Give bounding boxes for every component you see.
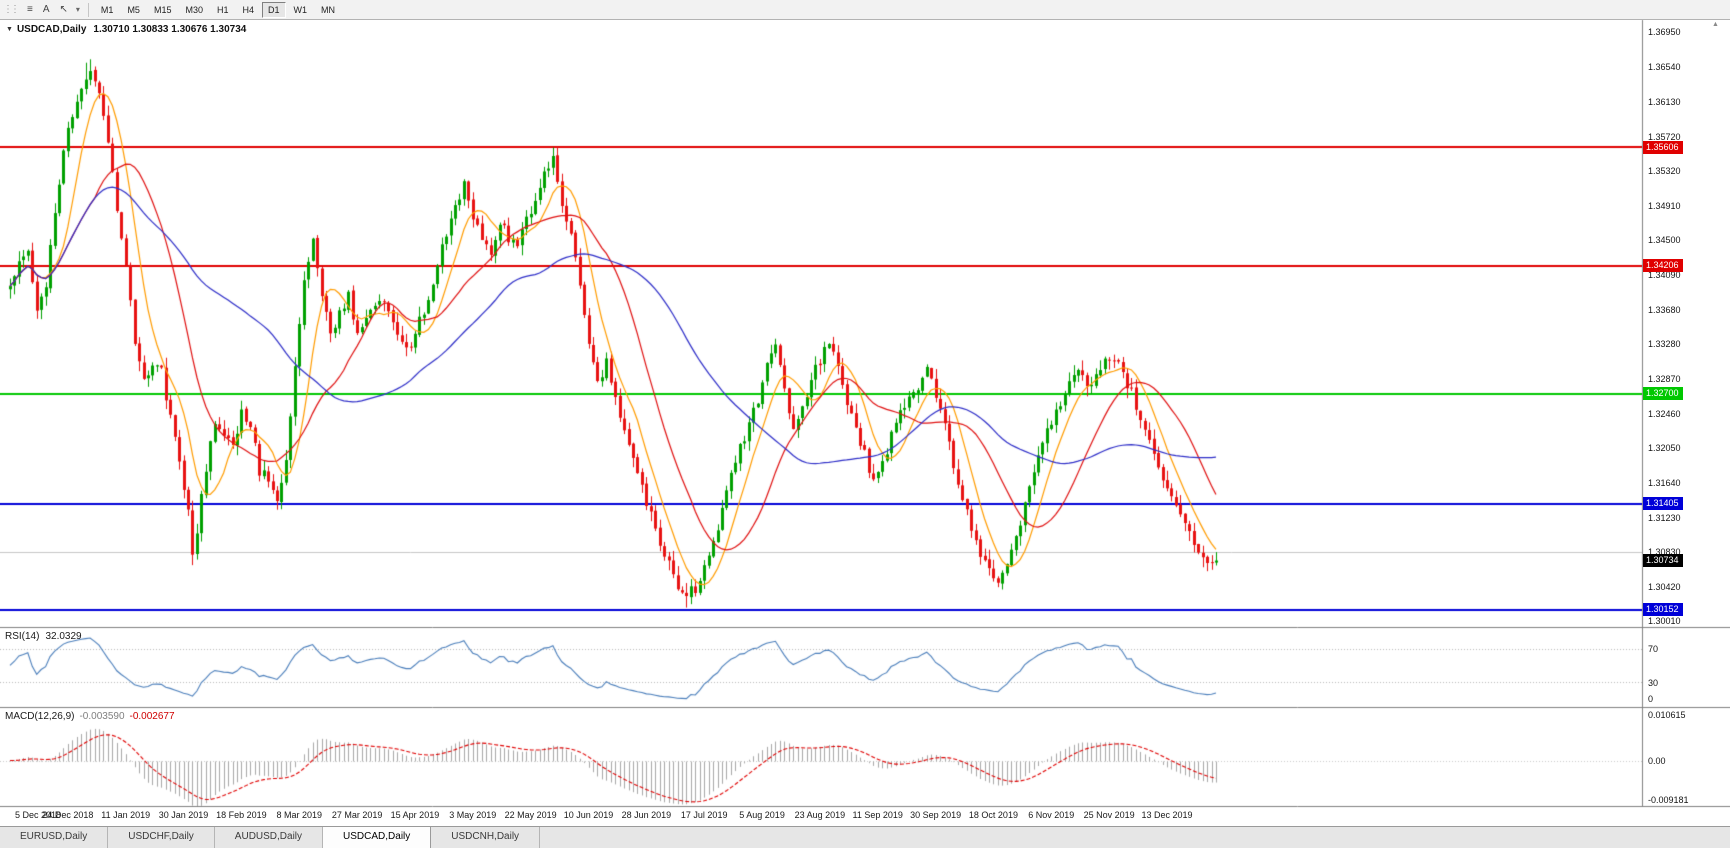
date-axis-label: 6 Nov 2019 (1028, 810, 1075, 820)
tab-usdchf-daily[interactable]: USDCHF,Daily (108, 827, 215, 848)
macd-axis-label: 0.010615 (1648, 710, 1686, 720)
macd-main-value: -0.003590 (79, 711, 125, 722)
level-price-tag: 1.32700 (1643, 387, 1683, 401)
collapse-arrow-icon[interactable]: ▼ (6, 26, 13, 33)
date-axis-label: 11 Sep 2019 (852, 810, 903, 820)
date-axis-label: 10 Jun 2019 (563, 810, 614, 820)
price-axis-label: 1.32460 (1648, 408, 1681, 419)
current-price-tag: 1.30734 (1643, 554, 1683, 568)
price-axis-label: 1.33680 (1648, 305, 1681, 315)
macd-indicator-label: MACD(12,26,9) -0.003590 -0.002677 (5, 711, 175, 722)
date-axis-label: 3 May 2019 (449, 810, 497, 820)
price-axis-label: 1.35720 (1648, 131, 1681, 142)
date-axis-label: 28 Jun 2019 (621, 810, 672, 820)
date-axis-label: 8 Mar 2019 (276, 810, 323, 820)
price-axis-label: 1.30830 (1648, 546, 1681, 557)
price-axis-label: 1.36130 (1648, 97, 1681, 108)
price-axis-label: 1.36950 (1648, 27, 1681, 38)
date-axis-label: 18 Feb 2019 (216, 810, 267, 820)
price-axis-label: 1.34090 (1648, 270, 1681, 281)
rsi-axis-label: 30 (1648, 677, 1659, 688)
price-axis-label: 1.33280 (1648, 338, 1681, 349)
level-price-tag: 1.31405 (1643, 497, 1683, 511)
price-axis-label: 1.35320 (1648, 165, 1681, 176)
date-axis-label: 25 Nov 2019 (1083, 810, 1135, 820)
timeframe-h4-button[interactable]: H4 (242, 4, 255, 15)
date-axis-label: 17 Jul 2019 (680, 810, 728, 820)
macd-signal-value: -0.002677 (129, 711, 175, 722)
date-axis-label: 22 May 2019 (504, 810, 557, 820)
tab-usdcad-daily[interactable]: USDCAD,Daily (323, 827, 432, 848)
macd-axis-label: -0.009181 (1648, 795, 1689, 805)
toolbar: ⋮⋮ ≡ A ↖ ▾ M1 M5 M15 M30 H1 H4 D1 W1 MN (0, 0, 1730, 20)
price-axis-label: 1.31640 (1648, 478, 1681, 489)
timeframe-m30-button[interactable]: M30 (185, 4, 203, 15)
price-axis-label: 1.34910 (1648, 200, 1681, 211)
cursor-tool-icon[interactable]: ↖ (59, 3, 68, 15)
price-axis-label: 1.32050 (1648, 443, 1681, 454)
date-axis-label: 30 Sep 2019 (910, 810, 962, 820)
rsi-axis-label: 0 (1648, 693, 1654, 704)
date-axis-label: 23 Aug 2019 (794, 810, 846, 820)
price-axis-label: 1.30420 (1648, 581, 1681, 592)
level-price-tag: 1.34206 (1643, 259, 1683, 273)
rsi-value: 32.0329 (45, 631, 82, 642)
chart-title: ▼ USDCAD,Daily 1.30710 1.30833 1.30676 1.3… (6, 24, 246, 35)
date-axis-label: 30 Jan 2019 (158, 810, 209, 820)
date-axis-label: 5 Aug 2019 (739, 810, 785, 820)
toolbar-grip[interactable]: ⋮⋮ (3, 4, 20, 15)
date-axis-label: 5 Dec 2018 (14, 810, 62, 820)
chart-tabs-bar: EURUSD,Daily USDCHF,Daily AUDUSD,Daily USDC… (0, 826, 1730, 848)
timeframe-mn-button[interactable]: MN (321, 4, 336, 15)
macd-axis-label: 0.00 (1648, 755, 1666, 766)
chart-ohlc-values: 1.30710 1.30833 1.30676 1.30734 (93, 24, 247, 35)
timeframe-button-group: M1 M5 M15 M30 H1 H4 D1 W1 MN (94, 1, 342, 18)
text-tool-icon[interactable]: A (42, 3, 50, 15)
timeframe-m1-button[interactable]: M1 (100, 4, 114, 15)
price-axis-label: 1.36540 (1648, 62, 1681, 73)
chart-symbol-title: USDCAD,Daily (16, 24, 87, 35)
tab-usdcnh-daily[interactable]: USDCNH,Daily (431, 827, 541, 848)
timeframe-h1-button[interactable]: H1 (216, 4, 229, 15)
chart-shift-marker-icon[interactable]: ▲ (1712, 21, 1719, 28)
date-axis-label: 15 Apr 2019 (390, 810, 440, 820)
tab-eurusd-daily[interactable]: EURUSD,Daily (0, 827, 109, 848)
date-axis-label: 13 Dec 2019 (1141, 810, 1193, 820)
macd-name: MACD(12,26,9) (5, 711, 75, 722)
rsi-axis-label: 70 (1648, 644, 1659, 655)
timeframe-m15-button[interactable]: M15 (153, 4, 172, 15)
price-axis-label: 1.32870 (1648, 373, 1681, 384)
chevron-down-icon[interactable]: ▾ (75, 4, 80, 14)
timeframe-m5-button[interactable]: M5 (127, 4, 140, 15)
timeframe-w1-button[interactable]: W1 (293, 4, 308, 15)
rsi-name: RSI(14) (5, 631, 40, 642)
date-axis-label: 11 Jan 2019 (101, 810, 151, 820)
date-axis-label: 18 Oct 2019 (968, 810, 1018, 820)
level-price-tag: 1.35606 (1643, 140, 1683, 154)
price-axis-label: 1.34500 (1648, 235, 1681, 246)
toolbar-separator (87, 2, 89, 17)
timeframe-d1-button[interactable]: D1 (262, 1, 286, 18)
price-axis-label: 1.31230 (1648, 512, 1681, 523)
price-axis-label: 1.30010 (1648, 616, 1681, 627)
chart-menu-icon[interactable]: ≡ (27, 3, 33, 15)
date-axis-label: 24 Dec 2018 (42, 810, 94, 820)
level-price-tag: 1.30152 (1643, 603, 1683, 617)
date-axis-label: 27 Mar 2019 (331, 810, 383, 820)
rsi-indicator-label: RSI(14) 32.0329 (5, 631, 82, 642)
tab-audusd-daily[interactable]: AUDUSD,Daily (214, 827, 324, 848)
